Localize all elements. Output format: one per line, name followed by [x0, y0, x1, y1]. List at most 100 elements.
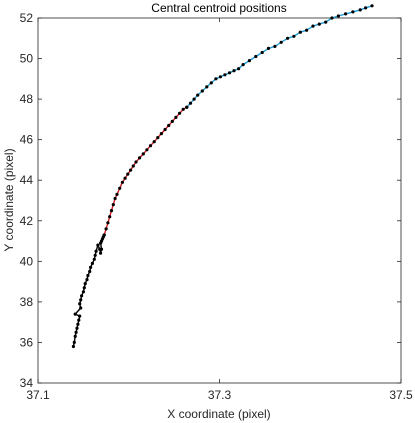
series-3-point	[358, 8, 362, 12]
series-3-point	[317, 22, 321, 26]
series-3-point	[241, 63, 245, 67]
series-2-point	[120, 180, 124, 184]
series-1-point	[99, 251, 103, 255]
series-2-point	[131, 164, 135, 168]
series-3-point	[196, 93, 200, 97]
series-2-point	[104, 227, 108, 231]
series-1-point	[73, 312, 77, 316]
series-1-point	[99, 247, 104, 251]
y-tick-label: 52	[20, 11, 34, 25]
series-3-point	[370, 4, 374, 8]
series-2-point	[159, 132, 163, 136]
series-3-point	[311, 24, 315, 28]
series-2-point	[109, 209, 114, 213]
series-2-point	[106, 221, 110, 225]
series-1-point	[72, 340, 76, 344]
series-3-point	[223, 73, 227, 77]
series-2-point	[148, 144, 153, 148]
series-1-point	[86, 273, 90, 278]
series-3-point	[200, 89, 204, 93]
y-tick-label: 34	[20, 376, 34, 390]
series-3-point	[344, 12, 348, 16]
series-2-point	[115, 192, 119, 196]
series-1-point	[79, 298, 83, 302]
series-3-point	[351, 10, 355, 14]
series-3-point	[237, 67, 241, 71]
series-3-point	[247, 59, 251, 63]
series-1-point	[82, 286, 86, 290]
x-axis-label: X coordinate (pixel)	[167, 407, 270, 421]
series-2-point	[152, 140, 156, 144]
series-3-point	[286, 36, 290, 40]
series-3-point	[266, 46, 271, 51]
series-2-point	[174, 115, 178, 119]
y-tick-label: 42	[20, 214, 34, 228]
series-3-point	[364, 6, 368, 10]
y-tick-label: 44	[20, 173, 34, 187]
series-2-point	[181, 107, 185, 111]
series-2-point	[126, 172, 130, 176]
series-3-point	[279, 40, 283, 44]
series-1-point	[76, 322, 80, 326]
y-tick-label: 50	[20, 52, 34, 66]
series-3-point	[188, 101, 193, 105]
series-1-point	[89, 265, 93, 269]
series-1-point	[96, 243, 100, 247]
series-1-point	[81, 290, 85, 294]
series-1-point	[83, 282, 87, 286]
series-3-point	[218, 75, 222, 79]
series-1-point	[77, 318, 81, 322]
series-3-point	[205, 85, 209, 89]
series-3-point	[324, 20, 328, 24]
y-tick-label: 38	[20, 295, 34, 309]
series-3-point	[260, 50, 264, 55]
series-1-point	[93, 253, 97, 257]
series-1-point	[78, 314, 82, 318]
series-3-point	[192, 97, 196, 101]
series-1-point	[78, 302, 82, 306]
series-2-point	[118, 186, 122, 190]
series-1-point	[85, 278, 89, 282]
x-tick-label: 37.1	[26, 388, 50, 402]
series-3-point	[336, 14, 340, 18]
series-3-point	[185, 105, 189, 109]
series-3-point	[227, 71, 232, 75]
series-3-point	[273, 44, 277, 49]
series-3-point	[305, 28, 309, 32]
series-1-point	[88, 269, 92, 274]
series-1-point	[90, 261, 94, 265]
series-2-point	[163, 127, 167, 132]
series-3-point	[232, 69, 236, 73]
ticks: 37.1 37.3 37.5 34 36 38 40 42 44 46 48 50 52	[20, 11, 413, 402]
series-2-point	[123, 176, 127, 180]
y-tick-label: 46	[20, 133, 34, 147]
series-2-point	[108, 215, 112, 219]
series-1-point	[74, 330, 78, 334]
series-1-point	[75, 326, 79, 330]
series-2-point	[141, 152, 145, 156]
series-1-point	[92, 257, 96, 261]
series-2-point	[170, 119, 174, 123]
y-tick-label: 40	[20, 254, 34, 268]
chart-title: Central centroid positions	[151, 1, 286, 15]
series-2-point	[145, 148, 149, 152]
series-3-line	[186, 5, 373, 108]
plot-area	[37, 17, 402, 384]
series-3-point	[292, 34, 296, 38]
series-2-point	[167, 123, 171, 128]
series-3-point	[254, 54, 258, 59]
y-tick-label: 48	[20, 92, 34, 106]
series-1-point	[79, 306, 83, 310]
series-2-point	[113, 196, 117, 201]
series-1-point	[71, 344, 75, 349]
series-2-point	[138, 156, 142, 160]
x-tick-label: 37.3	[208, 388, 232, 402]
series-3-point	[298, 30, 302, 34]
series-2-point	[129, 168, 133, 172]
y-tick-label: 36	[20, 335, 34, 349]
series-3-point	[330, 16, 334, 20]
series-3-point	[209, 81, 213, 85]
series-1-point	[80, 294, 84, 298]
series-group	[71, 4, 374, 349]
